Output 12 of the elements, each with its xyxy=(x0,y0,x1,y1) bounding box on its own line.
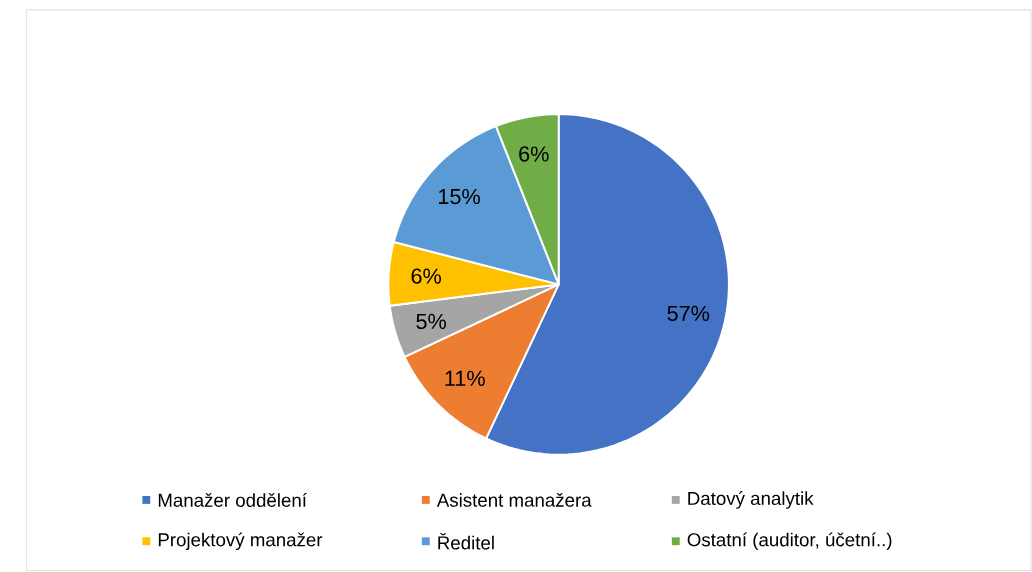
data-label: 6% xyxy=(411,268,441,284)
data-label: 6% xyxy=(519,146,549,162)
legend-label: Datový analytik xyxy=(688,491,814,509)
legend-label: Ostatní (auditor, účetní..) xyxy=(687,532,892,551)
data-label: 15% xyxy=(439,189,480,205)
legend-label: Asistent manažera xyxy=(436,493,592,507)
data-label: 57% xyxy=(667,305,710,322)
data-label: 5% xyxy=(416,313,446,330)
data-label: 11% xyxy=(445,370,485,386)
legend-label: Ředitel xyxy=(438,533,494,550)
legend-label: Manažer oddělení xyxy=(158,493,307,508)
legend-label: Projektový manažer xyxy=(158,532,323,551)
